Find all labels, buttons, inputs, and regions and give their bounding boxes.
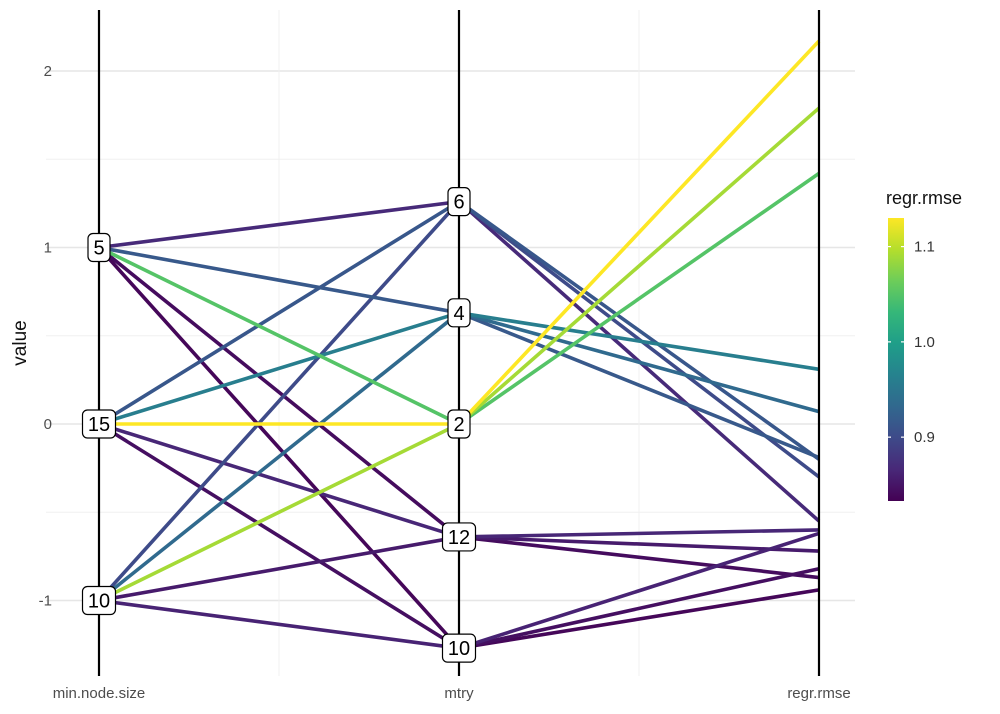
axis-value-label: 6 — [447, 187, 471, 217]
axis-category-labels: 5 15 10 6 4 2 12 10 — [81, 187, 477, 663]
axis-value-label-box — [447, 298, 471, 328]
color-legend: regr.rmse 0.9 1.0 1.1 — [886, 188, 962, 501]
axis-value-label-box — [81, 409, 117, 439]
y-axis-ticks: -1 0 1 2 — [39, 63, 52, 610]
y-tick-label: -1 — [39, 593, 52, 610]
axis-value-label-box — [81, 585, 117, 616]
x-tick-label: min.node.size — [53, 685, 146, 702]
color-bar — [888, 218, 904, 501]
axis-value-label-box — [87, 232, 111, 263]
parallel-axes — [97, 10, 821, 676]
y-tick-label: 0 — [44, 416, 52, 433]
axis-value-label-text: 2 — [453, 414, 464, 436]
axis-value-label: 4 — [447, 298, 471, 328]
y-tick-label: 2 — [44, 63, 52, 80]
axis-value-label: 10 — [81, 585, 117, 616]
axis-value-label-text: 10 — [88, 591, 110, 613]
axis-value-label-box — [441, 522, 477, 552]
axis-value-label-box — [447, 409, 471, 439]
legend-tick-label: 1.0 — [914, 334, 935, 351]
x-tick-label: regr.rmse — [787, 685, 850, 702]
axis-value-label-text: 5 — [93, 238, 104, 260]
legend-ticks: 0.9 1.0 1.1 — [888, 239, 935, 446]
y-tick-label: 1 — [44, 240, 52, 257]
legend-tick-label: 1.1 — [914, 239, 935, 256]
axis-value-label-text: 12 — [448, 527, 470, 549]
axis-value-label: 10 — [441, 633, 477, 663]
axis-value-label-text: 15 — [88, 414, 110, 436]
axis-value-label-text: 6 — [453, 192, 464, 214]
x-axis-ticks: min.node.size mtry regr.rmse — [53, 685, 851, 702]
axis-value-label: 5 — [87, 232, 111, 263]
axis-value-label-box — [441, 633, 477, 663]
legend-title: regr.rmse — [886, 188, 962, 208]
legend-tick-label: 0.9 — [914, 429, 935, 446]
axis-value-label: 12 — [441, 522, 477, 552]
axis-value-label-box — [447, 187, 471, 217]
y-axis-label: value — [10, 320, 31, 365]
axis-value-label: 2 — [447, 409, 471, 439]
x-tick-label: mtry — [444, 685, 474, 702]
grid — [46, 10, 855, 676]
axis-value-label: 15 — [81, 409, 117, 439]
axis-value-label-text: 4 — [453, 303, 464, 325]
axis-value-label-text: 10 — [448, 638, 470, 660]
